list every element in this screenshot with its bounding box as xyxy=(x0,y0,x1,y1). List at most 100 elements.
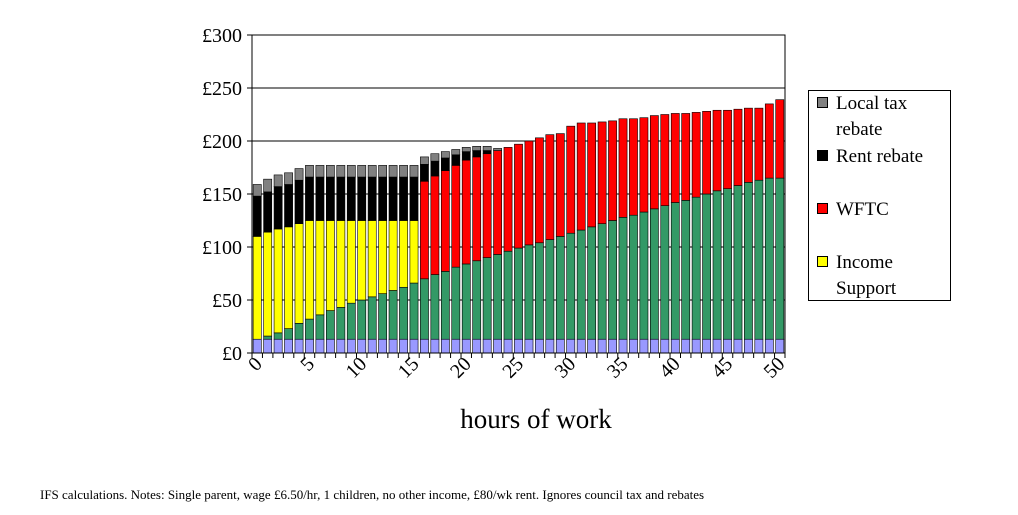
bar-segment-base xyxy=(629,338,638,354)
bar-segment-rent-rebate xyxy=(273,186,283,230)
bar-segment-local-tax-rebate xyxy=(284,172,293,185)
bar-segment-earnings xyxy=(461,263,471,340)
bar-segment-local-tax-rebate xyxy=(252,184,262,197)
bar-segment-base xyxy=(503,338,513,354)
bar-segment-rent-rebate xyxy=(388,176,398,221)
bar-segment-wftc xyxy=(670,113,680,203)
bar-segment-base xyxy=(535,338,544,354)
source-note: IFS calculations. Notes: Single parent, … xyxy=(40,487,705,502)
bar-segment-wftc xyxy=(691,112,701,198)
legend-swatch xyxy=(817,97,828,108)
bar-segment-rent-rebate xyxy=(461,151,471,161)
bar-segment-rent-rebate xyxy=(294,179,304,224)
bar-segment-base xyxy=(681,338,691,354)
bar-segment-earnings xyxy=(263,335,273,340)
bar-segment-base xyxy=(775,338,785,354)
bar-segment-wftc xyxy=(775,99,785,179)
bar-segment-base xyxy=(723,338,732,354)
bar-segment-base xyxy=(660,338,670,354)
bar-segment-rent-rebate xyxy=(420,164,429,182)
bar-segment-wftc xyxy=(587,122,597,228)
bar-segment-earnings xyxy=(514,247,523,340)
bar-segment-income_support xyxy=(294,223,304,324)
bar-segment-base xyxy=(712,338,722,354)
legend-swatch xyxy=(817,256,828,267)
bar-segment-rent-rebate xyxy=(346,176,356,221)
bar-segment-wftc xyxy=(440,170,450,272)
bar-segment-earnings xyxy=(775,177,785,340)
stacked-bar-chart: £0£50£100£150£200£250£300 0 5 10 15 20 25 30 35… xyxy=(202,25,789,434)
bar-segment-rent-rebate xyxy=(252,195,262,237)
bar-segment-rent-rebate xyxy=(315,176,325,221)
bar-segment-base xyxy=(440,338,450,354)
bar-segment-wftc xyxy=(503,147,513,252)
bar-segment-base xyxy=(618,338,628,354)
bar-segment-wftc xyxy=(566,125,576,234)
bar-segment-income_support xyxy=(315,220,325,316)
bar-segment-base xyxy=(524,338,534,354)
bar-segment-income_support xyxy=(284,226,293,329)
bar-segment-earnings xyxy=(493,254,502,340)
bar-segment-earnings xyxy=(420,278,429,340)
bar-segment-base xyxy=(451,338,461,354)
bar-segment-local-tax-rebate xyxy=(409,165,419,178)
legend-item-rent-rebate: Rent rebate xyxy=(817,144,923,170)
y-tick-label: £0 xyxy=(222,343,242,365)
bar-segment-earnings xyxy=(754,179,764,340)
bar-segment-wftc xyxy=(639,117,649,213)
bar-segment-income_support xyxy=(346,220,356,304)
bar-segment-local-tax-rebate xyxy=(378,165,388,178)
bar-segment-base xyxy=(430,338,440,354)
bar-segment-local-tax-rebate xyxy=(493,148,502,151)
y-tick-label: £250 xyxy=(202,78,242,100)
bar-segment-rent-rebate xyxy=(430,160,440,177)
bar-segment-base xyxy=(587,338,597,354)
bar-segment-earnings xyxy=(681,200,691,340)
bar-segment-earnings xyxy=(451,266,461,340)
legend-label: Local tax rebate xyxy=(836,93,908,140)
bar-segment-base xyxy=(555,338,565,354)
bar-segment-earnings xyxy=(315,314,325,340)
bar-segment-rent-rebate xyxy=(367,176,377,221)
bar-segment-earnings xyxy=(744,182,753,340)
bar-segment-base xyxy=(263,338,273,354)
bar-segment-earnings xyxy=(357,299,367,340)
bar-segment-local-tax-rebate xyxy=(388,165,398,178)
bar-segment-base xyxy=(670,338,680,354)
bar-segment-wftc xyxy=(649,115,659,210)
bar-segment-wftc xyxy=(702,111,711,195)
bar-segment-base xyxy=(273,338,283,354)
bar-segment-local-tax-rebate xyxy=(336,165,346,178)
legend-swatch xyxy=(817,150,828,161)
bar-segment-base xyxy=(388,338,398,354)
bar-segment-income_support xyxy=(273,228,283,334)
bar-segment-income_support xyxy=(378,220,388,294)
bar-segment-local-tax-rebate xyxy=(326,165,335,178)
bar-segment-wftc xyxy=(545,134,555,240)
bar-segment-wftc xyxy=(764,103,774,179)
bar-segment-base xyxy=(545,338,555,354)
bar-segment-base xyxy=(284,338,293,354)
bar-segment-base xyxy=(367,338,377,354)
bar-segment-base xyxy=(482,338,492,354)
bar-segment-earnings xyxy=(440,271,450,340)
bar-segment-base xyxy=(461,338,471,354)
bar-segment-wftc xyxy=(608,120,617,221)
bar-segment-wftc xyxy=(430,175,440,275)
bar-segment-income_support xyxy=(388,220,398,291)
bar-segment-wftc xyxy=(723,109,732,190)
bar-segment-base xyxy=(639,338,649,354)
bar-segment-rent-rebate xyxy=(451,154,461,166)
bar-segment-earnings xyxy=(399,286,408,340)
bar-segment-local-tax-rebate xyxy=(399,165,408,178)
bar-segment-local-tax-rebate xyxy=(273,174,283,187)
bar-segment-earnings xyxy=(273,332,283,340)
bar-segment-wftc xyxy=(451,165,461,268)
bar-segment-base xyxy=(326,338,335,354)
bar-segment-earnings xyxy=(649,208,659,340)
bar-segment-rent-rebate xyxy=(284,184,293,228)
bar-segment-base xyxy=(252,338,262,354)
bar-segment-wftc xyxy=(618,118,628,218)
bar-segment-base xyxy=(649,338,659,354)
bar-segment-earnings xyxy=(608,220,617,340)
